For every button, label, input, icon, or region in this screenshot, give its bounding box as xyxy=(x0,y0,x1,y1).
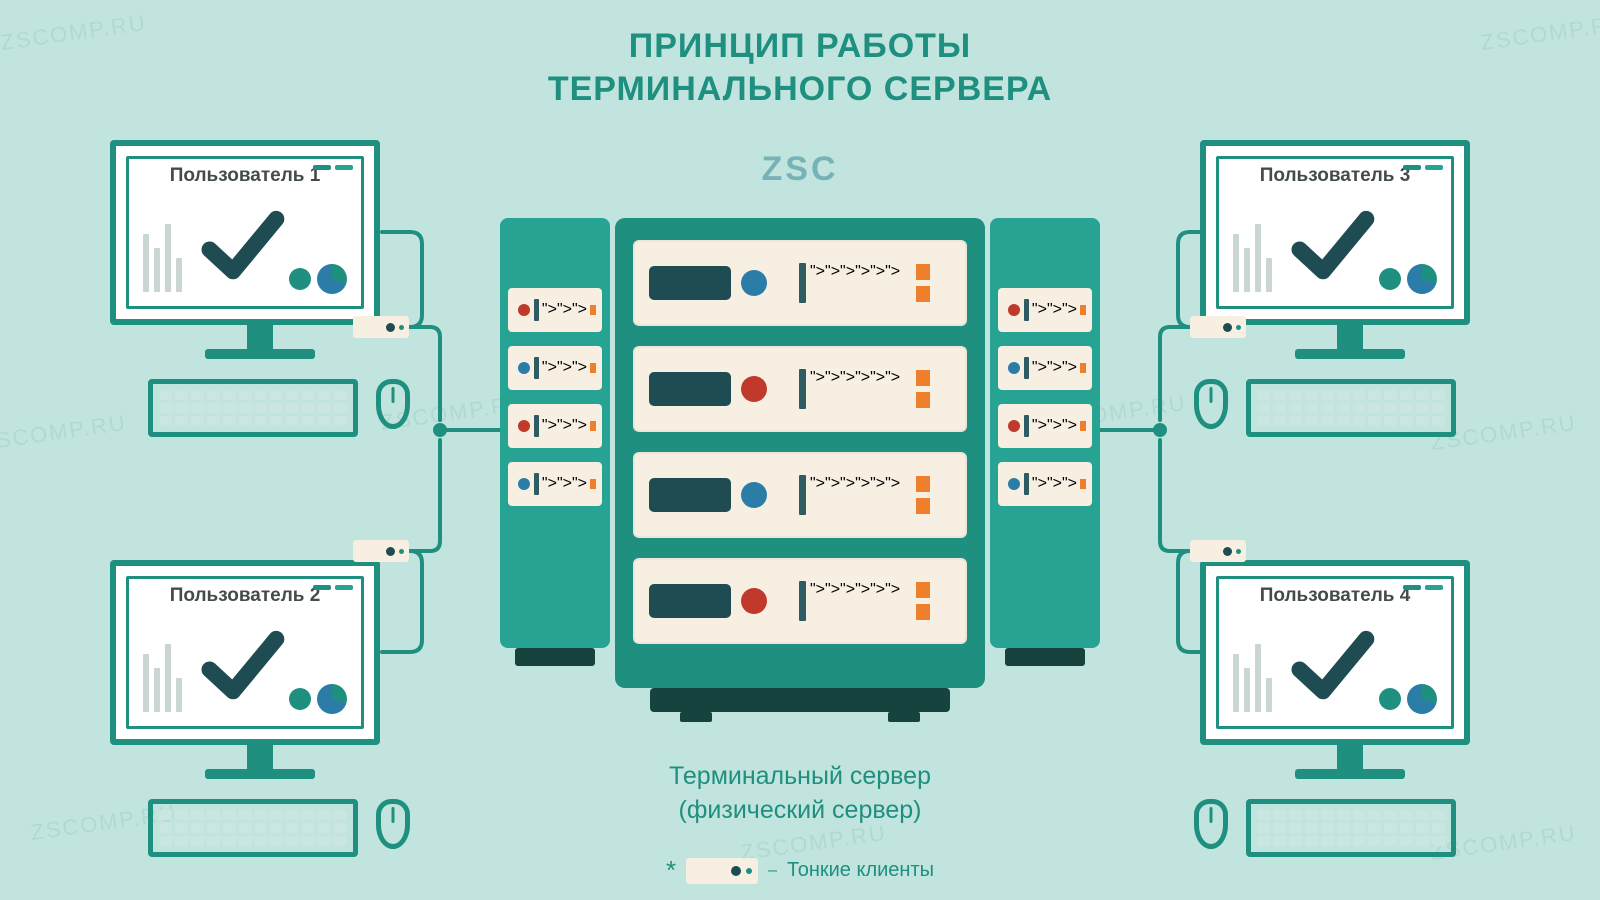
server-unit-back: ">">"> xyxy=(508,462,602,506)
checkmark-icon xyxy=(197,201,287,291)
rack-back-foot xyxy=(515,648,595,666)
legend: * – Тонкие клиенты xyxy=(666,855,934,886)
workstation-user-3: Пользователь 3 xyxy=(1200,140,1500,437)
server-foot xyxy=(650,688,950,712)
server-unit-back: ">">"> xyxy=(508,346,602,390)
server-unit: ">">">">">"> xyxy=(633,452,967,538)
server-unit: ">">">">">"> xyxy=(633,346,967,432)
server-unit-back: ">">"> xyxy=(998,404,1092,448)
mouse-icon xyxy=(1194,379,1228,429)
diagram-title: ПРИНЦИП РАБОТЫ ТЕРМИНАЛЬНОГО СЕРВЕРА xyxy=(0,25,1600,110)
workstation-user-2: Пользователь 2 xyxy=(110,560,410,857)
legend-text: Тонкие клиенты xyxy=(787,859,934,882)
monitor-icon: Пользователь 4 xyxy=(1200,560,1470,745)
server-unit-back: ">">"> xyxy=(508,288,602,332)
checkmark-icon xyxy=(197,621,287,711)
server-unit: ">">">">">"> xyxy=(633,558,967,644)
server-unit-back: ">">"> xyxy=(998,288,1092,332)
logo-text: ZSC xyxy=(762,150,839,189)
server-rack-back-left: ">">"> ">">"> ">">"> ">">"> xyxy=(500,218,610,648)
thin-client-icon xyxy=(1190,540,1246,562)
thin-client-icon xyxy=(353,540,409,562)
workstation-user-4: Пользователь 4 xyxy=(1200,560,1500,857)
title-line-1: ПРИНЦИП РАБОТЫ xyxy=(0,25,1600,68)
checkmark-icon xyxy=(1287,621,1377,711)
title-line-2: ТЕРМИНАЛЬНОГО СЕРВЕРА xyxy=(0,68,1600,111)
server-unit-back: ">">"> xyxy=(998,346,1092,390)
checkmark-icon xyxy=(1287,201,1377,291)
keyboard-icon xyxy=(1246,799,1456,857)
server-unit-back: ">">"> xyxy=(508,404,602,448)
rack-back-foot xyxy=(1005,648,1085,666)
server-rack-main: ">">">">">"> ">">">">">"> ">">">">">"> "… xyxy=(615,218,985,688)
keyboard-icon xyxy=(1246,379,1456,437)
terminal-server: ">">"> ">">"> ">">"> ">">"> ">">"> ">">"… xyxy=(590,218,1010,688)
monitor-icon: Пользователь 1 xyxy=(110,140,380,325)
server-rack-back-right: ">">"> ">">"> ">">"> ">">"> xyxy=(990,218,1100,648)
keyboard-icon xyxy=(148,379,358,437)
workstation-user-1: Пользователь 1 xyxy=(110,140,410,437)
mouse-icon xyxy=(376,379,410,429)
legend-dash: – xyxy=(768,862,777,880)
monitor-icon: Пользователь 2 xyxy=(110,560,380,745)
keyboard-icon xyxy=(148,799,358,857)
monitor-icon: Пользователь 3 xyxy=(1200,140,1470,325)
thin-client-icon xyxy=(686,858,758,884)
server-unit-back: ">">"> xyxy=(998,462,1092,506)
legend-asterisk: * xyxy=(666,855,676,886)
mouse-icon xyxy=(376,799,410,849)
thin-client-icon xyxy=(353,316,409,338)
thin-client-icon xyxy=(1190,316,1246,338)
mouse-icon xyxy=(1194,799,1228,849)
server-unit: ">">">">">"> xyxy=(633,240,967,326)
